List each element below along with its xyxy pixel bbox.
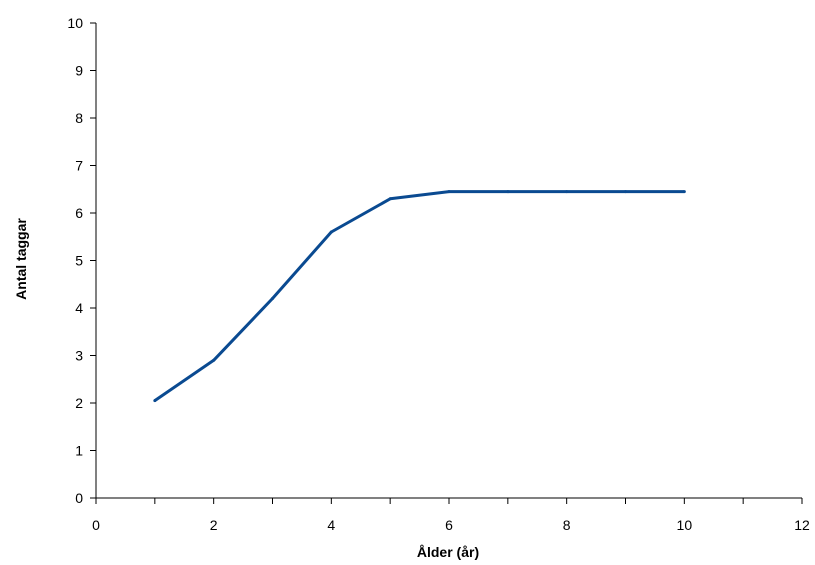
series-layer [153,190,686,403]
data-point [329,230,333,234]
data-point [271,297,274,300]
x-axis: 0 2 4 6 8 10 12 [92,497,810,533]
x-tick-label: 4 [327,517,335,533]
y-tick-label: 7 [75,158,83,174]
data-point [447,190,451,194]
x-tick-label: 0 [92,517,100,533]
y-tick-label: 3 [75,348,83,364]
y-tick-label: 2 [75,395,83,411]
x-tick-label: 8 [563,517,571,533]
y-tick-label: 8 [75,110,83,126]
x-tick-label: 10 [677,517,693,533]
data-point [565,190,569,194]
y-tick-label: 10 [67,15,83,31]
data-point [153,399,157,403]
y-axis-title: Antal taggar [13,218,29,300]
x-tick-label: 12 [794,517,810,533]
data-point [682,190,686,194]
data-point [624,190,627,194]
series-line [153,190,685,402]
y-tick-label: 1 [75,443,83,459]
x-tick-label: 6 [445,517,453,533]
y-tick-label: 4 [75,300,83,316]
x-tick-label: 2 [210,517,218,533]
y-tick-label: 5 [75,253,83,269]
data-point [388,197,392,201]
data-point [506,190,510,194]
y-axis: 0 1 2 3 4 5 6 7 8 9 10 [67,15,97,506]
y-tick-label: 6 [75,205,83,221]
y-tick-label: 9 [75,63,83,79]
data-point [212,358,216,362]
y-tick-label: 0 [75,490,83,506]
x-axis-title: Ålder (år) [417,544,479,560]
